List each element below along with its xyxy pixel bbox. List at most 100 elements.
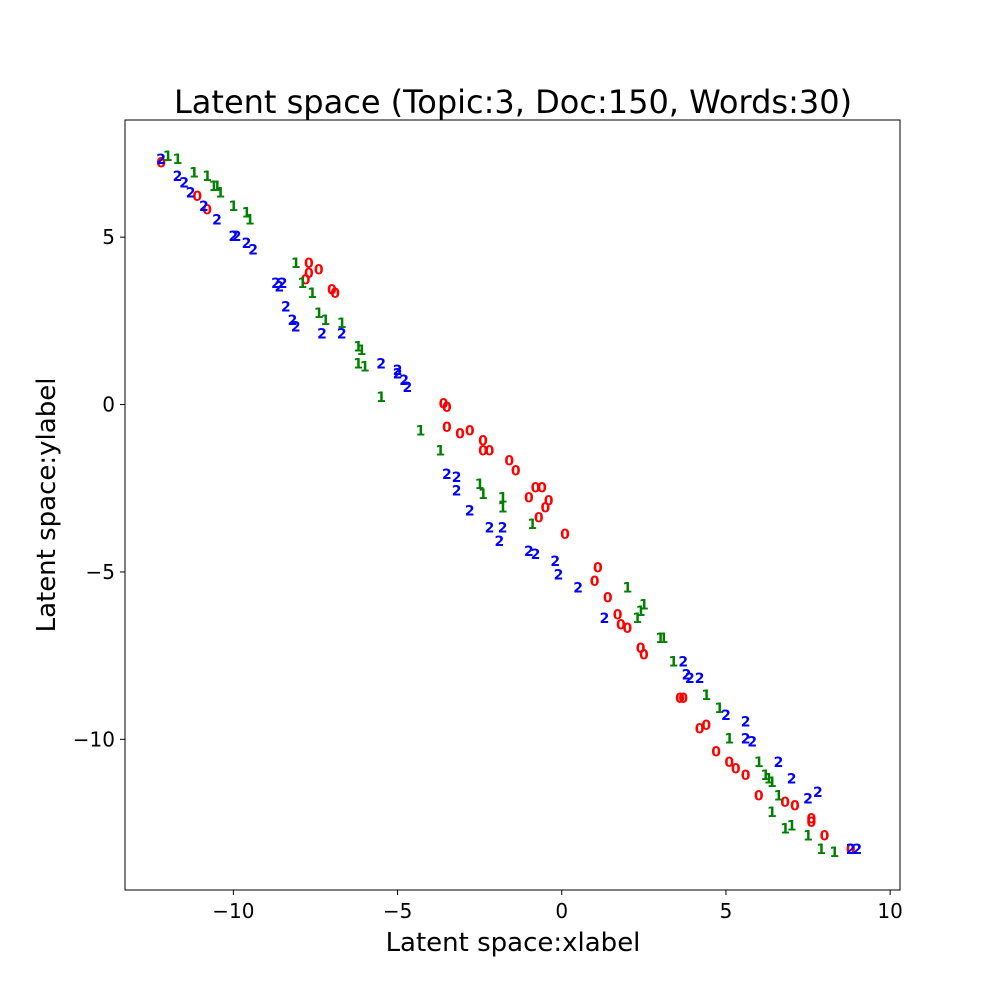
point-topic-0: 0 [442,420,452,436]
point-topic-0: 0 [192,189,202,205]
point-topic-0: 0 [741,768,751,784]
point-topic-0: 0 [156,156,166,172]
point-topic-0: 0 [590,574,600,590]
point-topic-2: 2 [399,373,409,389]
point-topic-1: 1 [307,286,317,302]
point-topic-1: 1 [314,306,324,322]
point-topic-2: 2 [550,554,560,570]
point-topic-1: 1 [659,631,669,647]
point-topic-2: 2 [278,276,288,292]
point-topic-2: 2 [524,544,534,560]
point-topic-1: 1 [357,343,367,359]
point-topic-0: 0 [790,798,800,814]
point-topic-1: 1 [242,206,252,222]
point-topic-1: 1 [202,169,212,185]
point-topic-1: 1 [498,500,508,516]
point-topic-0: 0 [544,494,554,510]
point-topic-0: 0 [531,480,541,496]
point-topic-1: 1 [639,597,649,613]
point-topic-2: 2 [685,671,695,687]
point-topic-1: 1 [632,611,642,627]
point-topic-2: 2 [695,671,705,687]
point-topic-1: 1 [767,805,777,821]
point-topic-2: 2 [442,467,452,483]
point-topic-1: 1 [212,179,222,195]
point-topic-2: 2 [186,186,196,202]
point-topic-0: 0 [623,621,633,637]
point-topic-1: 1 [701,688,711,704]
point-topic-1: 1 [764,772,774,788]
point-topic-0: 0 [327,283,337,299]
point-topic-0: 0 [202,202,212,218]
point-topic-1: 1 [376,390,386,406]
point-topic-2: 2 [179,176,189,192]
point-topic-2: 2 [288,313,298,329]
point-topic-0: 0 [442,400,452,416]
y-tick-label: 0 [102,393,115,417]
point-topic-0: 0 [465,423,475,439]
point-topic-2: 2 [465,504,475,520]
point-topic-2: 2 [721,708,731,724]
point-topic-2: 2 [747,735,757,751]
y-tick-label: −5 [86,560,115,584]
point-topic-2: 2 [741,731,751,747]
point-topic-2: 2 [274,279,284,295]
point-topic-0: 0 [701,718,711,734]
point-topic-2: 2 [452,484,462,500]
point-topic-1: 1 [774,788,784,804]
point-topic-0: 0 [314,263,324,279]
point-topic-0: 0 [304,266,314,282]
point-topic-0: 0 [439,397,449,413]
x-axis-label: Latent space:xlabel [386,928,641,958]
point-topic-2: 2 [774,755,784,771]
x-tick-label: 10 [877,899,902,923]
x-axis: −10 −5 0 5 10 [212,890,903,923]
point-topic-0: 0 [695,721,705,737]
point-topic-0: 0 [485,443,495,459]
point-topic-1: 1 [360,360,370,376]
point-topic-2: 2 [531,547,541,563]
point-topic-2: 2 [852,842,862,858]
x-tick-label: −10 [212,899,254,923]
point-topic-2: 2 [156,152,166,168]
point-topic-0: 0 [540,500,550,516]
point-topic-2: 2 [573,581,583,597]
point-topic-0: 0 [754,788,764,804]
point-topic-1: 1 [715,701,725,717]
point-topic-2: 2 [212,212,222,228]
point-topic-2: 2 [741,715,751,731]
point-topic-1: 1 [816,842,826,858]
point-topic-0: 0 [593,561,603,577]
y-axis: 5 0 −5 −10 [73,225,125,751]
point-topic-0: 0 [806,812,816,828]
point-topic-2: 2 [485,520,495,536]
point-topic-0: 0 [478,433,488,449]
point-topic-1: 1 [245,212,255,228]
point-topic-2: 2 [232,229,242,245]
point-topic-0: 0 [711,745,721,761]
x-tick-label: 5 [720,899,733,923]
point-topic-2: 2 [813,785,823,801]
plot-frame [124,119,901,891]
point-topic-0: 0 [524,490,534,506]
point-topic-1: 1 [475,477,485,493]
point-topic-1: 1 [636,604,646,620]
point-topic-2: 2 [494,534,504,550]
point-topic-2: 2 [678,654,688,670]
point-topic-2: 2 [228,229,238,245]
y-tick-label: 5 [102,225,115,249]
point-topic-1: 1 [189,166,199,182]
point-topic-2: 2 [787,772,797,788]
point-topic-2: 2 [199,199,209,215]
point-topic-0: 0 [616,618,626,634]
point-topic-2: 2 [403,380,413,396]
point-topic-0: 0 [731,761,741,777]
point-topic-2: 2 [393,363,403,379]
point-topic-0: 0 [678,691,688,707]
point-topic-1: 1 [337,316,347,332]
point-topic-1: 1 [320,313,330,329]
point-topic-2: 2 [554,567,564,583]
point-topic-0: 0 [806,815,816,831]
